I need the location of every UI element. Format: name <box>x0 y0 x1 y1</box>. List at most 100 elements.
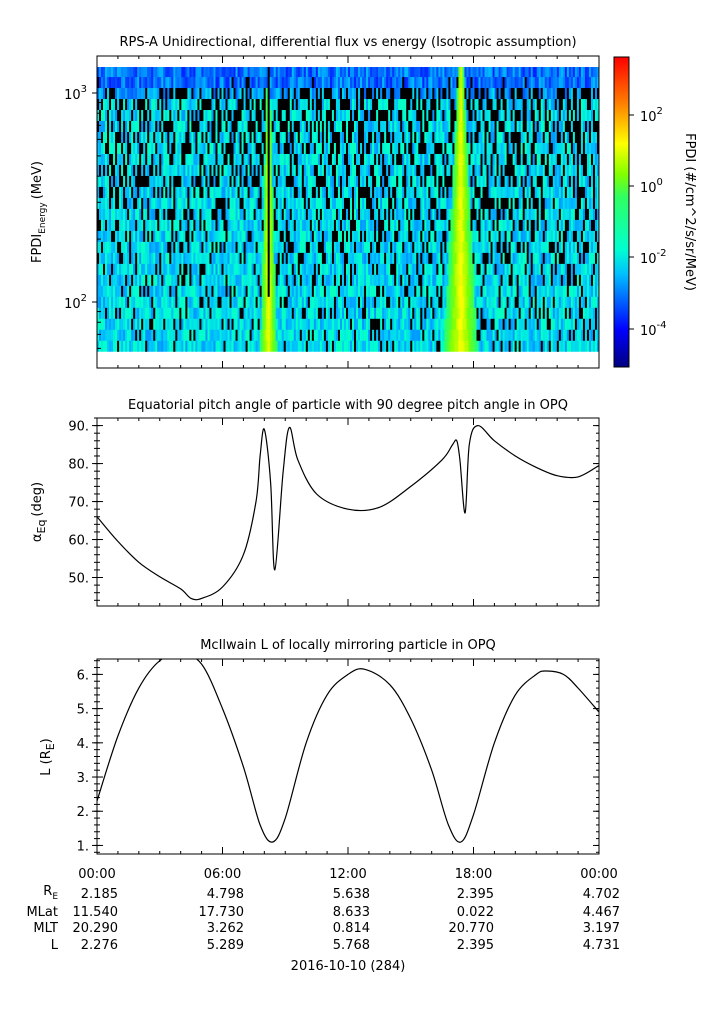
heatmap-cell <box>303 252 307 264</box>
heatmap-cell <box>247 263 250 275</box>
heatmap-cell <box>472 142 475 154</box>
heatmap-cell <box>596 318 600 330</box>
heatmap-cell <box>524 329 528 341</box>
heatmap-cell <box>295 307 299 319</box>
heatmap-cell <box>556 208 560 220</box>
heatmap-cell <box>275 175 279 187</box>
heatmap-cell <box>267 329 270 341</box>
heatmap-cell <box>123 208 126 220</box>
heatmap-cell <box>305 142 309 154</box>
heatmap-cell <box>444 197 447 209</box>
heatmap-cell <box>339 252 343 264</box>
heatmap-cell <box>492 285 495 297</box>
heatmap-cell <box>109 285 112 297</box>
heatmap-cell <box>161 219 164 231</box>
heatmap-cell <box>416 153 419 165</box>
heatmap-cell <box>309 340 313 352</box>
heatmap-cell <box>313 296 317 308</box>
heatmap-cell <box>135 241 138 253</box>
heatmap-cell <box>532 219 536 231</box>
heatmap-cell <box>207 263 210 275</box>
heatmap-cell <box>520 252 523 264</box>
heatmap-cell <box>594 263 598 275</box>
heatmap-cell <box>398 329 401 341</box>
heatmap-cell <box>468 208 471 220</box>
heatmap-cell <box>408 230 411 242</box>
heatmap-cell <box>173 175 176 187</box>
heatmap-cell <box>111 208 114 220</box>
heatmap-cell <box>410 274 413 286</box>
heatmap-cell <box>305 318 309 330</box>
heatmap-cell <box>412 296 415 308</box>
heatmap-cell <box>560 252 564 264</box>
heatmap-cell <box>321 329 325 341</box>
heatmap-cell <box>350 329 353 341</box>
heatmap-cell <box>113 285 116 297</box>
heatmap-cell <box>117 164 120 176</box>
heatmap-cell <box>333 131 337 143</box>
heatmap-cell <box>370 186 373 198</box>
heatmap-cell <box>402 197 405 209</box>
heatmap-cell <box>584 241 588 253</box>
heatmap-cell <box>161 197 164 209</box>
heatmap-cell <box>165 175 168 187</box>
heatmap-cell <box>119 175 122 187</box>
heatmap-cell <box>524 230 528 242</box>
heatmap-cell <box>548 241 552 253</box>
heatmap-cell <box>303 142 307 154</box>
heatmap-cell <box>333 153 337 165</box>
heatmap-cell <box>506 274 509 286</box>
heatmap-cell <box>528 329 532 341</box>
heatmap-cell <box>103 274 106 286</box>
heatmap-cell <box>566 186 570 198</box>
heatmap-cell <box>436 142 439 154</box>
heatmap-cell <box>482 208 485 220</box>
heatmap-cell <box>576 274 580 286</box>
heatmap-cell <box>249 340 252 352</box>
heatmap-cell <box>307 230 311 242</box>
heatmap-cell <box>500 175 503 187</box>
heatmap-cell <box>532 153 536 165</box>
heatmap-cell <box>153 274 156 286</box>
heatmap-cell <box>468 263 471 275</box>
heatmap-cell <box>510 197 513 209</box>
heatmap-cell <box>257 318 260 330</box>
heatmap-cell <box>227 285 230 297</box>
heatmap-cell <box>293 131 297 143</box>
heatmap-cell <box>390 318 393 330</box>
heatmap-cell <box>504 153 507 165</box>
heatmap-cell <box>257 197 260 209</box>
heatmap-cell <box>139 219 142 231</box>
heatmap-cell <box>115 307 118 319</box>
heatmap-cell <box>438 329 441 341</box>
heatmap-cell <box>462 142 465 154</box>
heatmap-cell <box>368 296 371 308</box>
heatmap-cell <box>588 131 592 143</box>
heatmap-cell <box>450 329 453 341</box>
heatmap-cell <box>133 153 136 165</box>
heatmap-cell <box>544 329 548 341</box>
heatmap-cell <box>281 164 285 176</box>
heatmap-cell <box>476 296 479 308</box>
heatmap-cell <box>506 318 509 330</box>
heatmap-cell <box>526 230 530 242</box>
heatmap-cell <box>556 142 560 154</box>
heatmap-cell <box>454 230 457 242</box>
heatmap-cell <box>562 274 566 286</box>
heatmap-cell <box>315 230 319 242</box>
heatmap-cell <box>141 252 144 264</box>
heatmap-cell <box>384 263 387 275</box>
heatmap-cell <box>584 230 588 242</box>
heatmap-cell <box>189 329 192 341</box>
heatmap-cell <box>474 131 477 143</box>
heatmap-cell <box>376 230 379 242</box>
heatmap-cell <box>372 153 375 165</box>
heatmap-cell <box>315 219 319 231</box>
heatmap-cell <box>135 197 138 209</box>
heatmap-cell <box>101 197 104 209</box>
heatmap-cell <box>109 142 112 154</box>
heatmap-cell <box>354 219 357 231</box>
heatmap-cell <box>325 164 329 176</box>
heatmap-cell <box>187 340 190 352</box>
heatmap-cell <box>550 230 554 242</box>
